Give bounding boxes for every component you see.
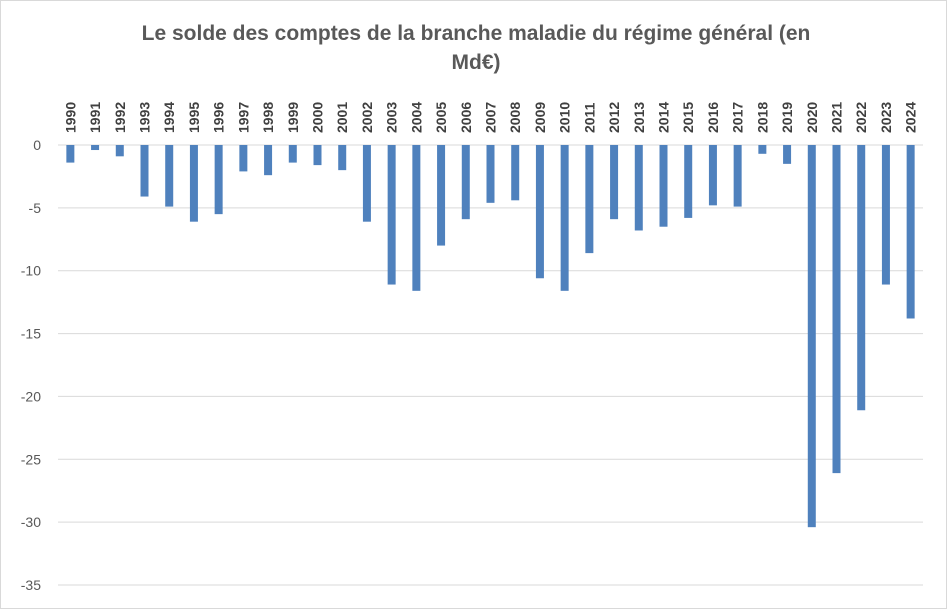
category-label-2020: 2020	[804, 102, 820, 133]
bar-2017	[733, 145, 742, 207]
bar-2005	[437, 145, 446, 246]
category-label-2010: 2010	[557, 102, 573, 133]
bar-2012	[610, 145, 619, 220]
y-tick-label: -35	[21, 577, 41, 593]
bar-2008	[511, 145, 520, 201]
category-label-2004: 2004	[408, 102, 424, 133]
category-label-1990: 1990	[62, 102, 78, 133]
category-label-1992: 1992	[112, 102, 128, 133]
bar-2007	[486, 145, 495, 203]
bar-1991	[91, 145, 100, 151]
category-label-1994: 1994	[161, 102, 177, 133]
category-label-2023: 2023	[878, 102, 894, 133]
bar-1993	[140, 145, 149, 197]
bar-2009	[535, 145, 544, 279]
y-axis-ticks: 0 -5 -10 -15 -20 -25 -30 -35	[21, 137, 41, 593]
y-tick-label: -25	[21, 451, 41, 467]
bar-2019	[783, 145, 792, 164]
category-label-2012: 2012	[606, 102, 622, 133]
bar-2006	[461, 145, 470, 220]
bar-2000	[313, 145, 322, 166]
category-label-2014: 2014	[656, 102, 672, 133]
category-label-1999: 1999	[285, 102, 301, 133]
category-label-1995: 1995	[186, 102, 202, 133]
bar-2013	[634, 145, 643, 231]
bar-2015	[684, 145, 693, 218]
category-label-2011: 2011	[581, 102, 597, 133]
category-label-1998: 1998	[260, 102, 276, 133]
category-label-2000: 2000	[310, 102, 326, 133]
bar-2024	[906, 145, 915, 319]
bar-1996	[214, 145, 223, 215]
category-labels: 1990 1991 1992 1993 1994 1995 1996 1997 1998 1999…	[62, 102, 918, 133]
bar-2003	[387, 145, 396, 285]
bar-2022	[857, 145, 866, 411]
bar-2020	[807, 145, 816, 528]
category-label-2022: 2022	[853, 102, 869, 133]
category-label-2007: 2007	[483, 102, 499, 133]
bar-2010	[560, 145, 569, 291]
bar-2014	[659, 145, 668, 227]
bar-1992	[115, 145, 124, 157]
gridlines	[58, 144, 923, 586]
category-label-2002: 2002	[359, 102, 375, 133]
y-tick-label: -10	[21, 263, 41, 279]
bar-2004	[412, 145, 421, 291]
category-label-2009: 2009	[532, 102, 548, 133]
category-label-1997: 1997	[235, 102, 251, 133]
category-label-2018: 2018	[754, 102, 770, 133]
bar-1995	[189, 145, 198, 222]
category-label-2021: 2021	[829, 102, 845, 133]
category-label-2005: 2005	[433, 102, 449, 133]
category-label-2017: 2017	[730, 102, 746, 133]
category-label-2003: 2003	[384, 102, 400, 133]
bars	[66, 145, 915, 528]
y-tick-label: -15	[21, 326, 41, 342]
category-label-2024: 2024	[903, 102, 919, 133]
bar-2016	[708, 145, 717, 206]
category-label-1991: 1991	[87, 102, 103, 133]
y-tick-label: 0	[33, 137, 41, 153]
bar-1997	[239, 145, 248, 172]
bar-2001	[338, 145, 347, 171]
y-tick-label: -20	[21, 388, 41, 404]
chart-title: Le solde des comptes de la branche malad…	[141, 22, 811, 74]
bar-1990	[66, 145, 75, 163]
category-label-1993: 1993	[137, 102, 153, 133]
category-label-2016: 2016	[705, 102, 721, 133]
bar-2023	[881, 145, 890, 285]
y-tick-label: -5	[29, 200, 42, 216]
category-label-2013: 2013	[631, 102, 647, 133]
bar-1998	[264, 145, 273, 176]
bar-2021	[832, 145, 841, 474]
category-label-1996: 1996	[211, 102, 227, 133]
y-tick-label: -30	[21, 514, 41, 530]
category-label-2015: 2015	[680, 102, 696, 133]
category-label-2008: 2008	[507, 102, 523, 133]
category-label-2019: 2019	[779, 102, 795, 133]
bar-2002	[362, 145, 371, 222]
category-label-2006: 2006	[458, 102, 474, 133]
category-label-2001: 2001	[334, 102, 350, 133]
bar-1994	[165, 145, 174, 207]
bar-2011	[585, 145, 594, 254]
bar-2018	[758, 145, 767, 154]
bar-1999	[288, 145, 297, 163]
